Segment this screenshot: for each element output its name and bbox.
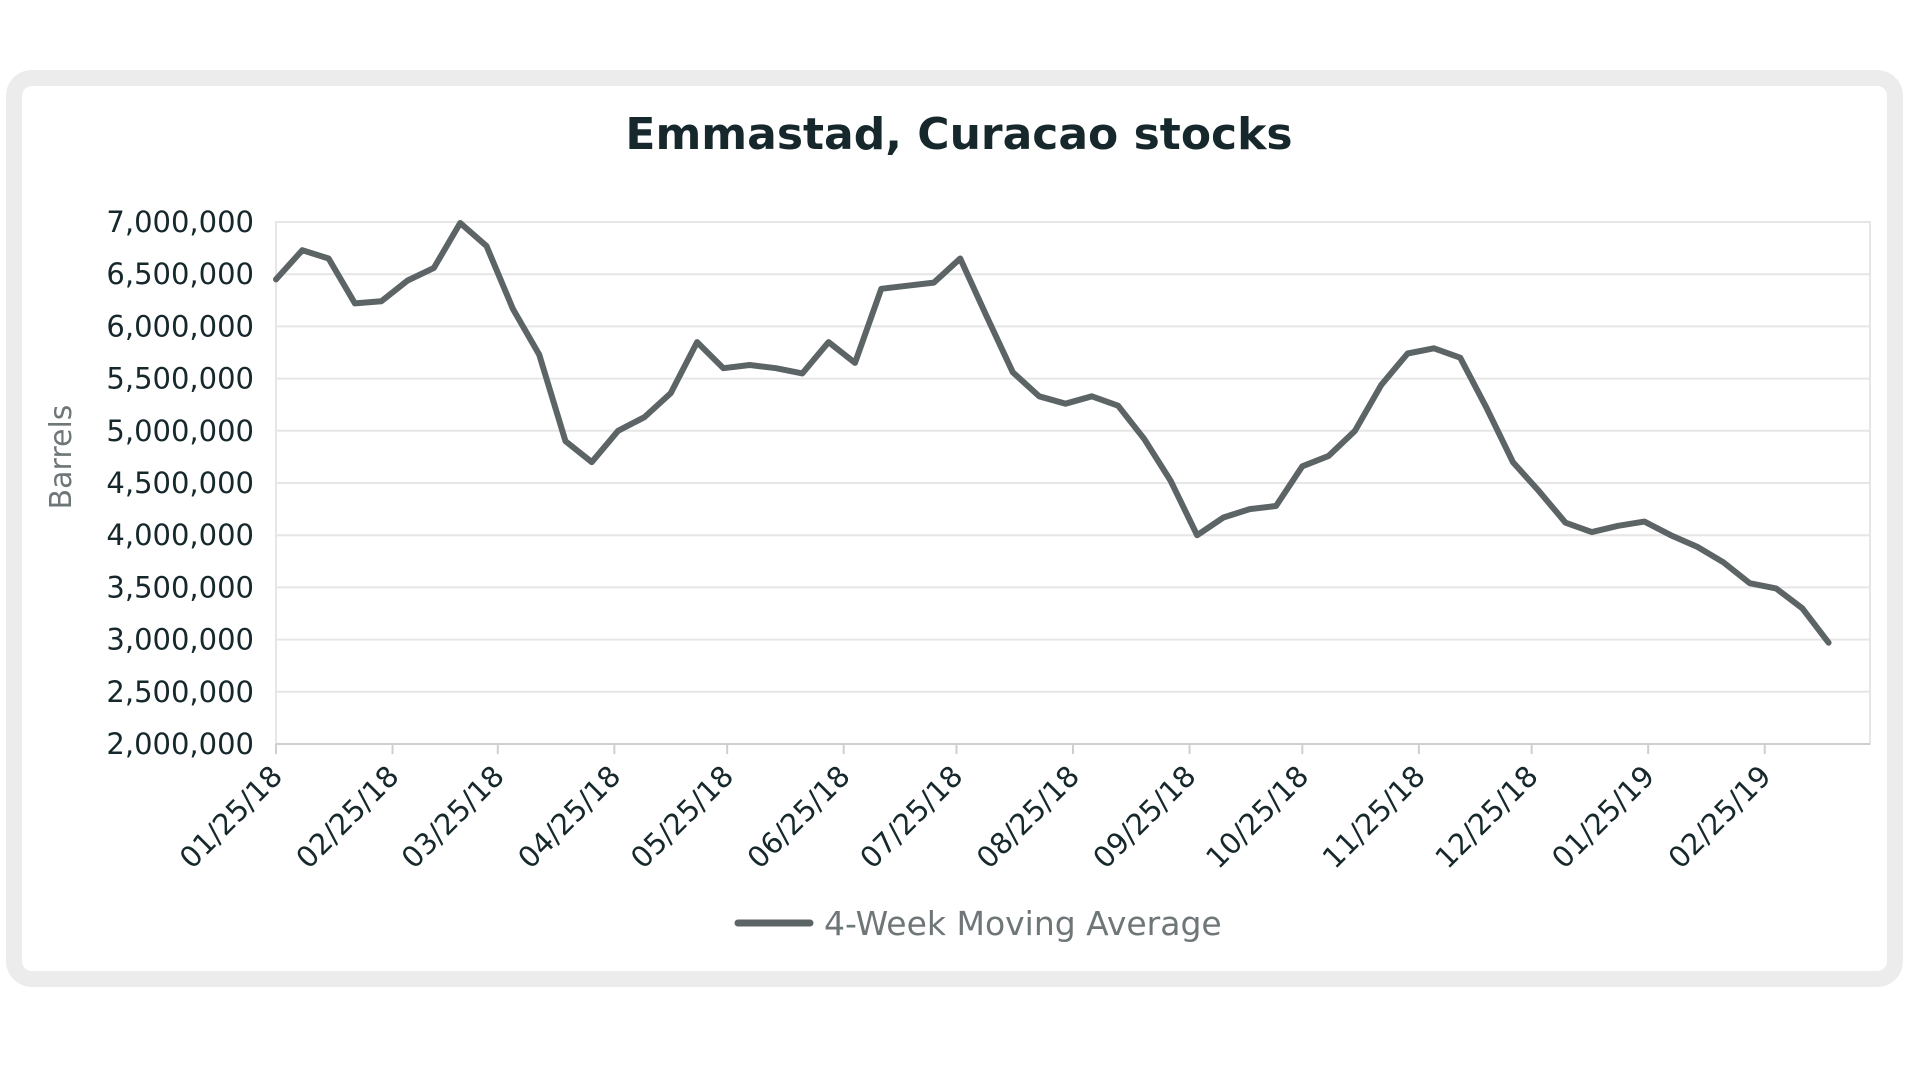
x-tick-label: 07/25/18 <box>853 759 969 875</box>
x-tick-label: 01/25/19 <box>1545 759 1661 875</box>
y-tick-label: 2,500,000 <box>106 675 254 709</box>
y-tick-label: 3,500,000 <box>106 570 254 604</box>
x-tick-label: 10/25/18 <box>1199 759 1315 875</box>
chart-title: Emmastad, Curacao stocks <box>625 109 1292 160</box>
y-axis-label: Barrels <box>44 405 79 510</box>
x-tick-label: 12/25/18 <box>1428 759 1544 875</box>
x-tick-label: 05/25/18 <box>624 759 740 875</box>
series-group <box>273 220 1832 646</box>
y-tick-label: 3,000,000 <box>106 623 254 657</box>
chart-card: Emmastad, Curacao stocks Barrels 2,000,0… <box>6 70 1903 987</box>
y-ticks: 2,000,000 2,500,000 3,000,000 3,500,000 4,00… <box>106 205 254 761</box>
y-tick-label: 6,000,000 <box>106 309 254 343</box>
y-tick-label: 4,000,000 <box>106 518 254 552</box>
x-tick-label: 06/25/18 <box>740 759 856 875</box>
series-line <box>273 220 1832 646</box>
x-tick-label: 02/25/18 <box>289 759 405 875</box>
y-tick-label: 5,500,000 <box>106 362 254 396</box>
x-tick-label: 08/25/18 <box>970 759 1086 875</box>
grid-lines <box>276 221 1870 745</box>
y-tick-label: 4,500,000 <box>106 466 254 500</box>
chart-svg: Emmastad, Curacao stocks Barrels 2,000,0… <box>44 109 1871 943</box>
legend-label: 4-Week Moving Average <box>824 904 1222 943</box>
x-tick-label: 11/25/18 <box>1316 759 1432 875</box>
y-tick-label: 7,000,000 <box>106 205 254 239</box>
x-tick-label: 01/25/18 <box>173 759 289 875</box>
y-tick-label: 5,000,000 <box>106 414 254 448</box>
x-tick-label: 04/25/18 <box>511 759 627 875</box>
y-tick-label: 2,000,000 <box>106 727 254 761</box>
x-tick-label: 09/25/18 <box>1086 759 1202 875</box>
x-tick-label: 02/25/19 <box>1662 759 1778 875</box>
y-tick-label: 6,500,000 <box>106 257 254 291</box>
x-tick-label: 03/25/18 <box>395 759 511 875</box>
legend: 4-Week Moving Average <box>734 904 1222 943</box>
